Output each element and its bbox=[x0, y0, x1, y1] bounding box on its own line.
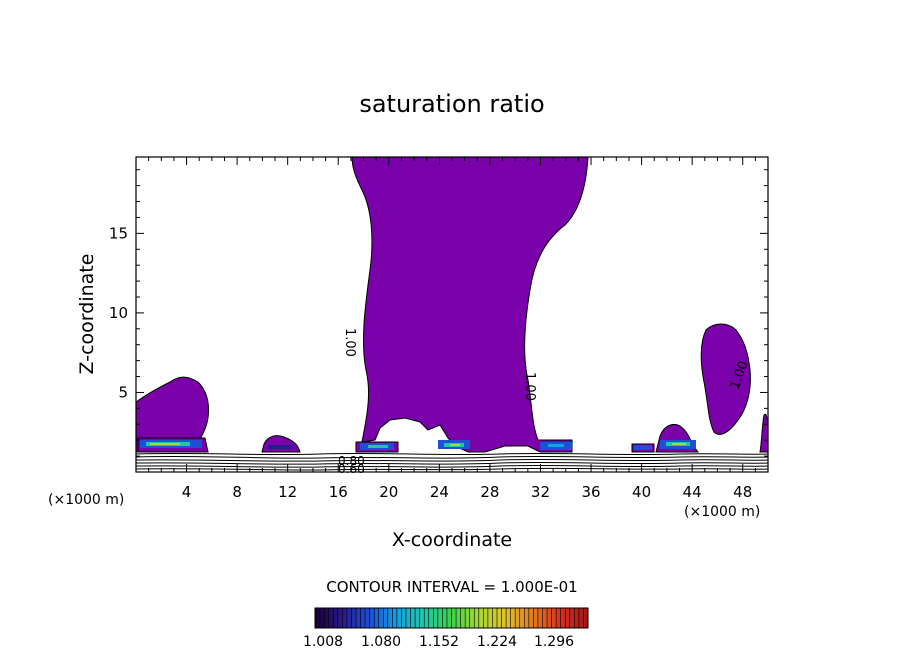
x-tick-label: 16 bbox=[329, 483, 348, 501]
colorbar: 1.008 1.080 1.152 1.224 1.296 bbox=[303, 607, 589, 650]
y-tick-label: 15 bbox=[109, 224, 128, 242]
x-tick-label: 12 bbox=[278, 483, 297, 501]
colorbar-tick-labels: 1.008 1.080 1.152 1.224 1.296 bbox=[303, 634, 574, 650]
x-unit-right: (×1000 m) bbox=[684, 504, 760, 520]
x-tick-label: 48 bbox=[733, 483, 752, 501]
x-tick-label: 32 bbox=[531, 483, 550, 501]
colorbar-tick-label: 1.080 bbox=[361, 634, 401, 650]
band-24-green bbox=[450, 444, 460, 446]
band-12 bbox=[261, 435, 301, 453]
supersaturation-bands bbox=[137, 435, 696, 453]
saturated-regions bbox=[135, 156, 769, 453]
right-cloud-region bbox=[700, 323, 751, 435]
band-left-green bbox=[150, 443, 180, 445]
x-tick-label: 4 bbox=[182, 483, 192, 501]
x-tick-label: 36 bbox=[581, 483, 600, 501]
x-axis-label: X-coordinate bbox=[392, 529, 512, 551]
contour-label: 1.00 bbox=[342, 328, 357, 357]
y-axis-ticks: 5 10 15 bbox=[109, 169, 768, 457]
colorbar-level-lines bbox=[319, 608, 584, 628]
chart-title: saturation ratio bbox=[359, 90, 544, 118]
colorbar-tick-label: 1.008 bbox=[303, 634, 343, 650]
x-tick-label: 40 bbox=[632, 483, 651, 501]
colorbar-tick-label: 1.224 bbox=[477, 634, 517, 650]
contour-label: 0.80 bbox=[338, 454, 365, 468]
x-tick-label: 44 bbox=[683, 483, 702, 501]
x-tick-label: 8 bbox=[232, 483, 242, 501]
x-tick-label: 24 bbox=[430, 483, 449, 501]
band-33-cyan bbox=[548, 444, 564, 447]
x-tick-label: 20 bbox=[379, 483, 398, 501]
contour-label: 1.00 bbox=[522, 372, 537, 401]
x-axis-ticks: 4 8 12 16 20 24 28 32 36 40 44 48 bbox=[148, 157, 756, 501]
band-40-blue bbox=[634, 445, 652, 450]
y-tick-label: 5 bbox=[118, 383, 128, 401]
central-plume-region bbox=[351, 156, 589, 453]
colorbar-tick-label: 1.152 bbox=[419, 634, 459, 650]
contour-interval-caption: CONTOUR INTERVAL = 1.000E-01 bbox=[326, 578, 577, 596]
x-unit-left: (×1000 m) bbox=[48, 492, 124, 508]
y-tick-label: 10 bbox=[109, 304, 128, 322]
y-axis-label: Z-coordinate bbox=[76, 254, 98, 375]
colorbar-tick-label: 1.296 bbox=[534, 634, 574, 650]
surface-contour-lines bbox=[135, 452, 769, 471]
band-43-green bbox=[672, 443, 686, 445]
band-12-blue bbox=[268, 445, 294, 449]
left-edge-bump-region bbox=[759, 413, 769, 453]
x-tick-label: 28 bbox=[480, 483, 499, 501]
band-18-cyan bbox=[368, 445, 388, 448]
